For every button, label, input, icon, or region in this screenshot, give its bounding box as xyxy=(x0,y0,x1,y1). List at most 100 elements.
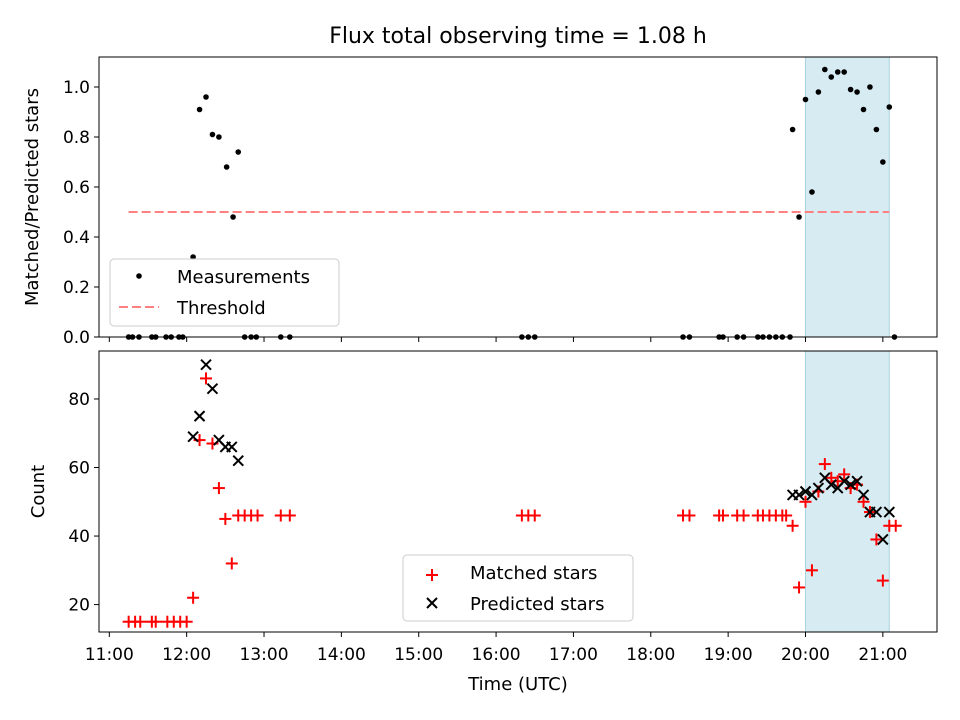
measurement-point xyxy=(789,126,796,133)
matched-star-point xyxy=(200,372,213,385)
matched-star-point xyxy=(180,615,193,628)
measurement-point xyxy=(796,214,802,220)
x-tick-label: 16:00 xyxy=(472,645,521,665)
y-tick-label: 60 xyxy=(68,459,90,479)
matched-star-point xyxy=(219,512,232,525)
y-tick-label: 20 xyxy=(68,596,90,616)
x-tick-label: 12:00 xyxy=(162,645,211,665)
legend-measurements-label: Measurements xyxy=(177,267,310,288)
predicted-star-point xyxy=(187,430,199,443)
measurement-point xyxy=(873,126,880,133)
predicted-star-point xyxy=(877,533,889,546)
count-points xyxy=(122,359,902,628)
y-tick-label: 0.4 xyxy=(63,228,90,248)
legend-predicted-label: Predicted stars xyxy=(470,594,604,615)
measurement-point xyxy=(867,84,873,90)
matched-star-point xyxy=(780,509,793,522)
count-axis-ticks: 20 40 60 80 11:00 12:00 13:00 14:00 15:00 16:00 17… xyxy=(68,390,907,665)
predicted-star-point xyxy=(883,506,896,518)
ratio-y-axis-label: Matched/Predicted stars xyxy=(22,88,43,306)
matched-star-point xyxy=(134,615,147,628)
y-tick-label: 0.6 xyxy=(63,178,90,198)
y-tick-label: 0.2 xyxy=(63,278,90,298)
x-axis-label: Time (UTC) xyxy=(467,674,568,695)
matched-star-point xyxy=(716,509,729,522)
matched-star-point xyxy=(818,458,831,471)
matched-star-point xyxy=(187,591,200,604)
x-tick-label: 13:00 xyxy=(240,645,289,665)
legend-measurements-marker xyxy=(136,273,142,279)
predicted-star-point xyxy=(793,489,805,501)
measurement-point xyxy=(854,89,860,95)
measurement-point xyxy=(190,254,196,260)
measurement-point xyxy=(847,86,854,93)
y-tick-label: 40 xyxy=(68,527,90,547)
measurement-point xyxy=(815,89,822,95)
y-tick-label: 80 xyxy=(68,390,90,410)
y-tick-label: 1.0 xyxy=(63,78,90,98)
x-tick-label: 20:00 xyxy=(781,645,830,665)
matched-star-point xyxy=(838,468,851,481)
predicted-star-point xyxy=(825,478,837,491)
ratio-axes-frame xyxy=(98,56,938,338)
predicted-star-point xyxy=(838,475,850,487)
x-tick-label: 11:00 xyxy=(85,645,134,665)
observing-window-shade xyxy=(804,56,890,338)
count-panel: 20 40 60 80 11:00 12:00 13:00 14:00 15:00 16:00 17… xyxy=(28,350,938,695)
matched-star-point xyxy=(149,615,162,628)
measurement-point xyxy=(841,69,847,75)
x-tick-label: 19:00 xyxy=(704,645,753,665)
matched-star-point xyxy=(786,519,799,532)
matched-star-point xyxy=(528,509,541,522)
y-tick-label: 0.0 xyxy=(63,328,90,348)
predicted-star-point xyxy=(193,410,206,422)
matched-star-point xyxy=(805,564,818,577)
predicted-star-point xyxy=(799,485,812,498)
predicted-star-point xyxy=(870,506,883,518)
measurement-point xyxy=(886,104,893,110)
count-axes-frame xyxy=(98,350,938,633)
matched-star-point xyxy=(683,509,696,522)
legend-matched-label: Matched stars xyxy=(470,563,597,584)
legend-predicted-marker xyxy=(426,597,438,609)
matched-star-point xyxy=(825,471,838,484)
measurement-point xyxy=(828,74,835,80)
ratio-axis-ticks: 0.0 0.2 0.4 0.6 0.8 1.0 xyxy=(63,78,884,348)
matched-star-point xyxy=(870,533,883,546)
count-y-axis-label: Count xyxy=(28,465,49,518)
matched-star-point xyxy=(737,509,750,522)
measurement-point xyxy=(223,164,230,170)
matched-star-point xyxy=(857,495,870,508)
legend-box xyxy=(109,258,340,327)
matched-star-point xyxy=(212,482,225,495)
predicted-star-point xyxy=(226,441,238,453)
predicted-star-point xyxy=(200,359,212,371)
matched-star-point xyxy=(225,557,238,570)
matched-star-point xyxy=(799,495,812,508)
measurement-point xyxy=(802,96,809,103)
legend-matched-marker xyxy=(426,569,438,581)
x-tick-label: 18:00 xyxy=(626,645,675,665)
y-tick-label: 0.8 xyxy=(63,128,90,148)
ratio-legend: Measurements Threshold xyxy=(109,258,340,327)
measurement-point xyxy=(203,94,209,100)
measurement-point xyxy=(822,66,828,73)
x-tick-label: 15:00 xyxy=(394,645,443,665)
legend-threshold-label: Threshold xyxy=(176,298,266,319)
measurement-point xyxy=(235,149,242,155)
measurement-point xyxy=(834,69,841,75)
matched-star-point xyxy=(889,519,902,532)
legend-box xyxy=(402,554,634,622)
predicted-star-point xyxy=(844,478,857,491)
matched-star-point xyxy=(793,581,806,594)
measurement-point xyxy=(230,214,236,220)
matched-star-point xyxy=(876,574,889,587)
predicted-star-point xyxy=(206,382,219,395)
measurement-point xyxy=(809,189,815,195)
predicted-star-point xyxy=(851,475,863,487)
x-tick-label: 21:00 xyxy=(858,645,907,665)
x-tick-label: 17:00 xyxy=(549,645,598,665)
predicted-star-point xyxy=(812,482,825,494)
predicted-star-point xyxy=(857,489,870,501)
